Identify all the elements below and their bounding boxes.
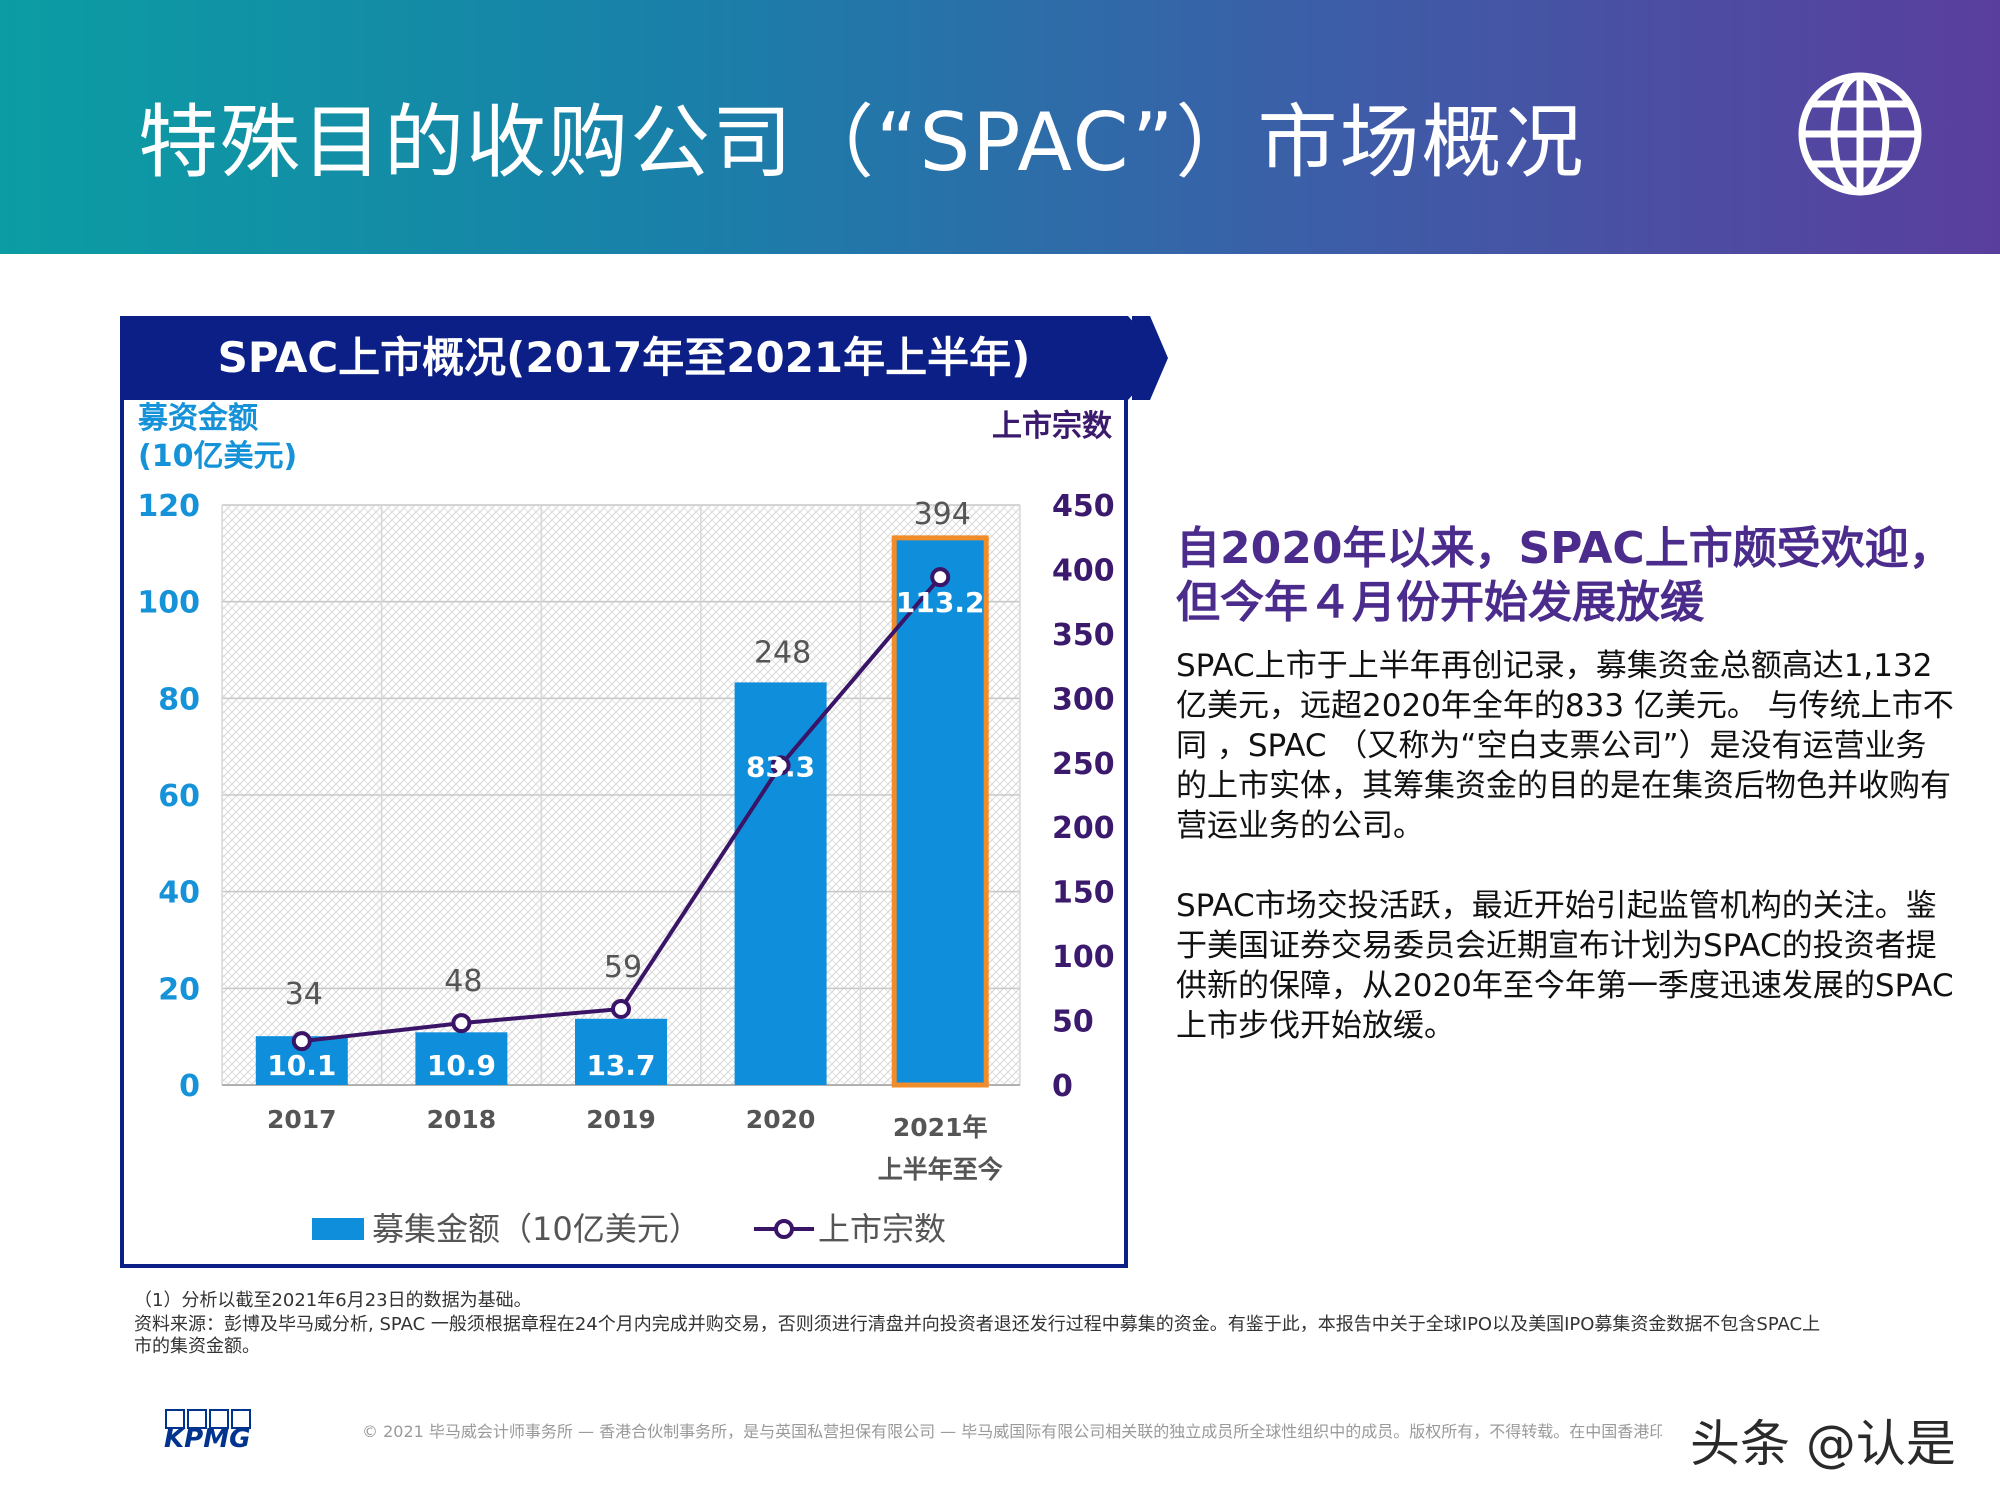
side-paragraph-1: SPAC上市于上半年再创记录，募集资金总额高达1,132亿美元，远超2020年全… (1176, 648, 1954, 844)
chart-title: SPAC上市概况(2017年至2021年上半年) (217, 333, 1031, 382)
chart-title-banner (120, 316, 1168, 400)
source-note: 资料来源：彭博及毕马威分析, SPAC 一般须根据章程在24个月内完成并购交易，… (134, 1314, 1821, 1357)
y-right-axis-title: 上市宗数 (992, 409, 1112, 444)
side-heading: 自2020年以来，SPAC上市颇受欢迎，但今年４月份开始发展放缓 (1176, 523, 1953, 628)
y-left-title-line2: (10亿美元) (138, 439, 298, 474)
side-paragraph-2: SPAC市场交投活跃，最近开始引起监管机构的关注。鉴于美国证券交易委员会近期宣布… (1176, 888, 1954, 1044)
footnote: （1）分析以截至2021年6月23日的数据为基础。 (134, 1290, 532, 1311)
page-title: 特殊目的收购公司（“SPAC”）市场概况 (138, 96, 1586, 189)
y-left-axis-title: 募资金额 (10亿美元) (138, 400, 297, 476)
y-left-title-line1: 募资金额 (138, 401, 258, 436)
watermark: 头条 @认是 (1690, 1415, 1956, 1473)
kpmg-logo-icon (165, 1409, 251, 1429)
kpmg-logo-text: KPMG (164, 1424, 251, 1454)
copyright-footer: © 2021 毕马威会计师事务所 — 香港合伙制事务所，是与英国私营担保有限公司… (362, 1422, 1662, 1441)
globe-icon (1798, 72, 1922, 196)
header-banner: 特殊目的收购公司（“SPAC”）市场概况 (0, 0, 2000, 254)
